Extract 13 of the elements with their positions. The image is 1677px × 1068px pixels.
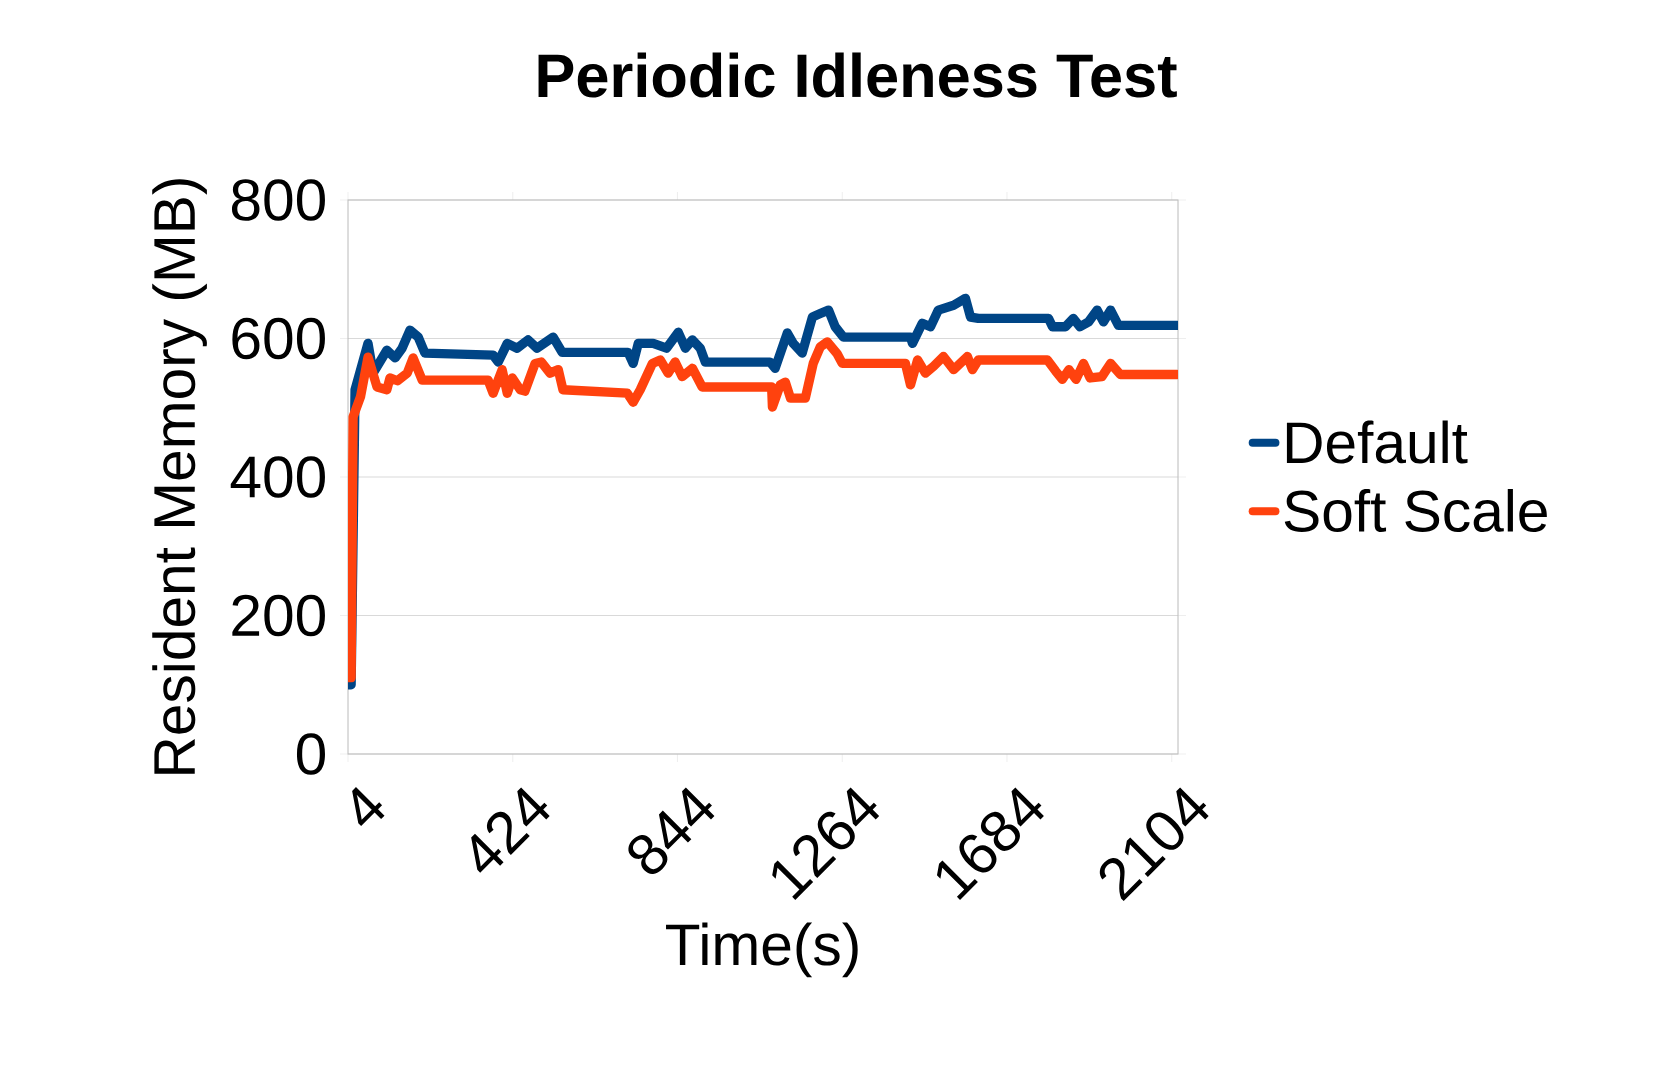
y-tick-label: 200 bbox=[232, 594, 325, 637]
y-axis-title: Resident Memory (MB) bbox=[152, 179, 207, 774]
chart-title: Periodic Idleness Test bbox=[538, 52, 1177, 98]
x-axis-title: Time(s) bbox=[666, 922, 858, 978]
y-tick-label: 800 bbox=[231, 179, 325, 221]
x-tick-label: 844 bbox=[628, 787, 715, 874]
y-tick-label: 400 bbox=[230, 456, 325, 498]
x-tick-label: 424 bbox=[471, 787, 550, 873]
legend-label: Soft Scale bbox=[1284, 489, 1547, 533]
y-tick-label: 0 bbox=[296, 733, 325, 775]
x-tick-label: 4 bbox=[352, 787, 385, 827]
y-tick-label: 600 bbox=[232, 317, 325, 360]
legend-label: Default bbox=[1286, 420, 1468, 464]
